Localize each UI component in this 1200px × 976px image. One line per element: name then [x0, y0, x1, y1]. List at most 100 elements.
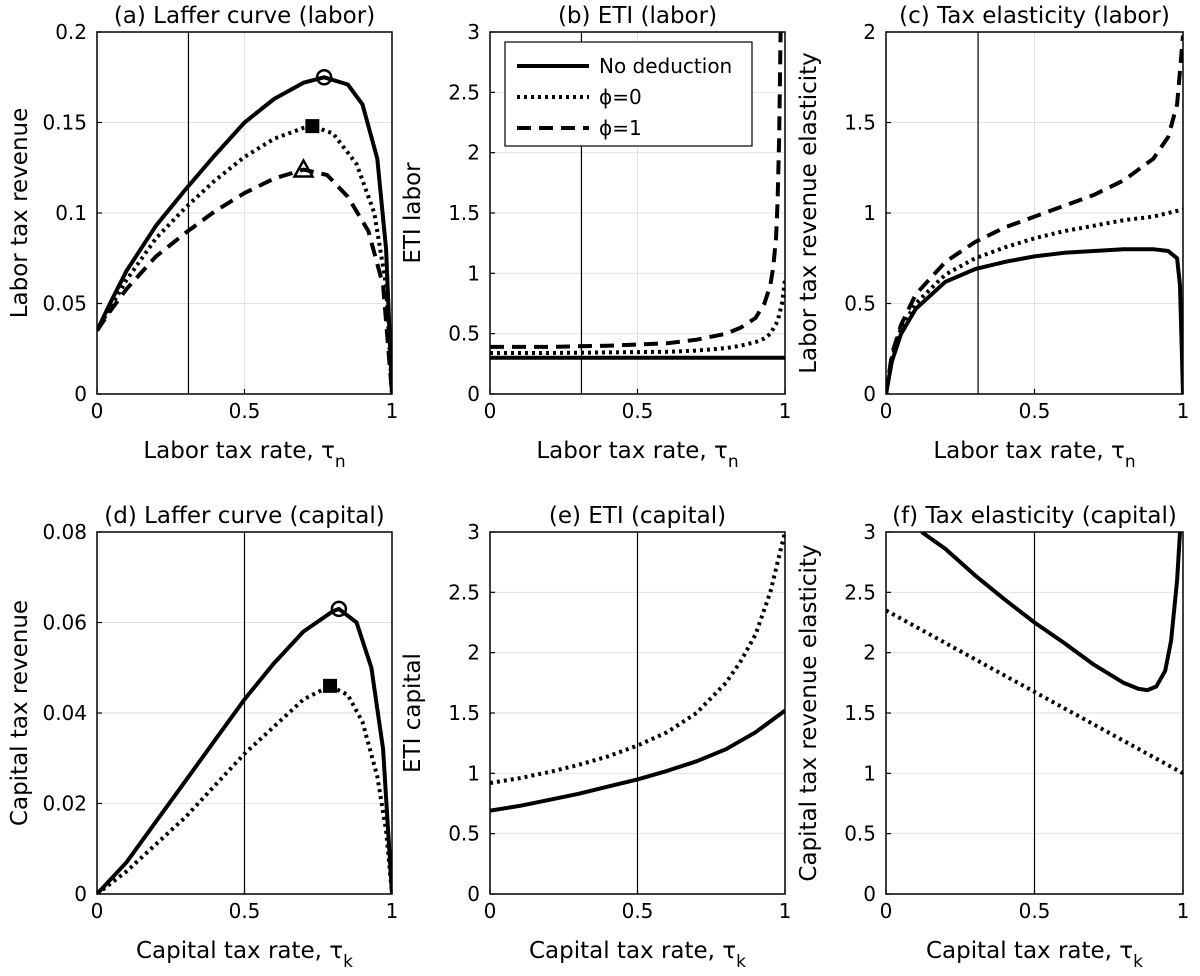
x-tick-label: 1: [779, 899, 792, 923]
x-tick-label: 0: [91, 899, 104, 923]
y-tick-label: 2: [467, 141, 480, 165]
series-line-solid: [490, 708, 785, 813]
y-tick-label: 0.5: [448, 322, 480, 346]
x-tick-label: 0.5: [229, 899, 261, 923]
panel-b: 0 0.5 1 0 0.5 1 1.5 2 2.5 3 (b) ETI (labor) Labor t…: [400, 3, 791, 472]
x-axis-label-text: Capital tax rate, τ: [529, 938, 736, 964]
series-line-solid: [97, 75, 392, 394]
peak-marker-square: [323, 678, 338, 693]
x-tick-label: 0.5: [622, 399, 654, 423]
panels: 0 0.5 1 0 0.05 0.1 0.15 0.2 (a) Laffer curve (la…: [7, 3, 1189, 972]
x-axis-label-subscript: k: [1133, 952, 1143, 972]
panel-d: 0 0.5 1 0 0.02 0.04 0.06 0.08 (d) Laffer curve (…: [7, 503, 398, 972]
x-tick-label: 1: [1177, 899, 1190, 923]
x-tick-label: 0.5: [622, 899, 654, 923]
y-tick-label: 0: [467, 882, 480, 906]
x-tick-label: 0: [91, 399, 104, 423]
peak-marker-circle: [330, 600, 348, 618]
x-tick-label: 1: [386, 399, 399, 423]
y-tick-label: 2.5: [448, 80, 480, 104]
peak-marker-triangle: [292, 158, 315, 178]
y-tick-label: 2: [863, 20, 876, 44]
series-line-dotted: [97, 124, 392, 394]
legend-label: No deduction: [599, 54, 732, 78]
y-tick-label: 2.5: [844, 580, 876, 604]
x-axis-label-subscript: k: [736, 952, 746, 972]
x-axis-label: Labor tax rate, τn: [933, 438, 1135, 472]
x-axis-label-subscript: n: [728, 452, 739, 472]
x-tick-label: 0: [484, 399, 497, 423]
y-tick-label: 1.5: [448, 201, 480, 225]
panel-e: 0 0.5 1 0 0.5 1 1.5 2 2.5 3 (e) ETI (capital) Capit…: [400, 503, 791, 972]
x-tick-label: 0.5: [1019, 899, 1051, 923]
y-tick-label: 0: [74, 882, 87, 906]
series-line-dashed: [97, 167, 392, 394]
x-axis-label-text: Labor tax rate, τ: [143, 438, 335, 464]
x-axis-label-subscript: n: [1125, 452, 1136, 472]
legend: No deduction ϕ=0 ϕ=1: [504, 41, 753, 147]
x-tick-label: 1: [1177, 399, 1190, 423]
y-tick-label: 0.15: [42, 111, 87, 135]
y-tick-label: 0.5: [844, 292, 876, 316]
x-axis-label-subscript: n: [335, 452, 346, 472]
peak-marker-circle: [315, 69, 333, 86]
x-tick-label: 0: [484, 899, 497, 923]
panel-title: (f) Tax elasticity (capital): [892, 503, 1177, 529]
y-tick-label: 2: [863, 641, 876, 665]
series-line-dotted: [490, 532, 785, 785]
y-tick-label: 0.08: [42, 520, 87, 544]
series-line-dotted: [490, 279, 785, 355]
panel-f: 0 0.5 1 0 0.5 1 1.5 2 2.5 3 (f) Tax elasticity (ca…: [796, 503, 1189, 972]
x-axis-label-text: Labor tax rate, τ: [536, 438, 728, 464]
y-tick-label: 0.5: [448, 822, 480, 846]
series-line-dashed: [886, 35, 1183, 394]
y-tick-label: 0.1: [55, 201, 87, 225]
y-axis-label: Capital tax revenue: [7, 600, 33, 826]
x-axis-label-subscript: k: [343, 952, 353, 972]
y-tick-label: 1.5: [448, 701, 480, 725]
y-axis-label: Labor tax revenue elasticity: [796, 52, 822, 374]
y-tick-label: 2: [467, 641, 480, 665]
y-tick-label: 3: [467, 20, 480, 44]
y-tick-label: 1.5: [844, 701, 876, 725]
x-axis-label-text: Capital tax rate, τ: [136, 938, 343, 964]
x-tick-label: 1: [386, 899, 399, 923]
y-axis-label: ETI labor: [400, 162, 426, 264]
panel-title: (e) ETI (capital): [549, 503, 726, 529]
y-tick-label: 3: [467, 520, 480, 544]
y-tick-label: 1: [467, 761, 480, 785]
x-tick-label: 0.5: [1019, 399, 1051, 423]
x-axis-label: Capital tax rate, τk: [529, 938, 746, 972]
legend-label: ϕ=0: [599, 85, 642, 109]
series-line-solid: [886, 247, 1183, 394]
y-tick-label: 0: [863, 382, 876, 406]
x-tick-label: 0: [880, 399, 893, 423]
panel-title: (d) Laffer curve (capital): [104, 503, 384, 529]
y-tick-label: 0.02: [42, 792, 87, 816]
series-line-dashed: [490, 32, 783, 349]
y-tick-label: 0: [74, 382, 87, 406]
series-line-solid: [920, 532, 1182, 693]
y-tick-label: 3: [863, 520, 876, 544]
panel-a: 0 0.5 1 0 0.05 0.1 0.15 0.2 (a) Laffer curve (la…: [7, 3, 398, 472]
y-tick-label: 0.06: [42, 611, 87, 635]
y-tick-label: 0.04: [42, 701, 87, 725]
y-tick-label: 2.5: [448, 580, 480, 604]
y-axis-label: Labor tax revenue: [7, 108, 33, 319]
y-tick-label: 1: [863, 201, 876, 225]
panel-title: (a) Laffer curve (labor): [114, 3, 375, 29]
series-line-solid: [97, 606, 392, 894]
x-axis-label: Capital tax rate, τk: [136, 938, 353, 972]
panel-c: 0 0.5 1 0 0.5 1 1.5 2 (c) Tax elasticity (labor)…: [796, 3, 1189, 472]
y-tick-label: 1: [467, 261, 480, 285]
panel-title: (c) Tax elasticity (labor): [899, 3, 1170, 29]
x-axis-label-text: Capital tax rate, τ: [926, 938, 1133, 964]
x-tick-label: 0.5: [229, 399, 261, 423]
x-axis-label: Capital tax rate, τk: [926, 938, 1143, 972]
panel-title: (b) ETI (labor): [558, 3, 717, 29]
x-axis-label: Labor tax rate, τn: [536, 438, 738, 472]
x-axis-label: Labor tax rate, τn: [143, 438, 345, 472]
y-tick-label: 0: [863, 882, 876, 906]
x-axis-label-text: Labor tax rate, τ: [933, 438, 1125, 464]
